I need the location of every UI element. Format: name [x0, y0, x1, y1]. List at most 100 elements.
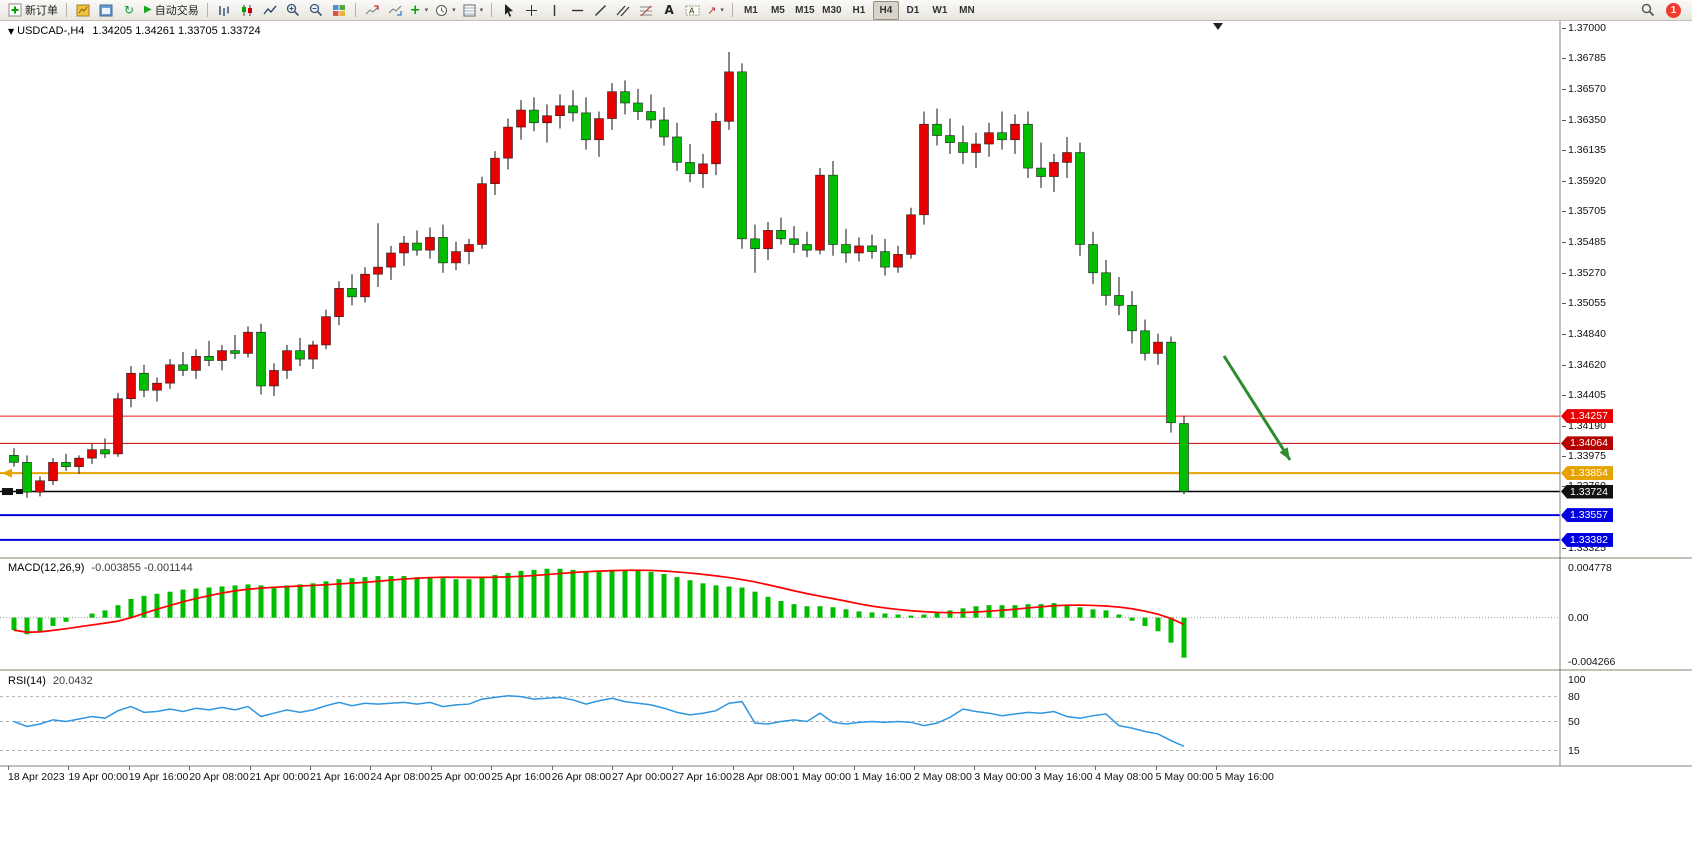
price-tick-label: 1.34405 — [1562, 389, 1606, 402]
bar-chart-mode-button[interactable] — [213, 1, 235, 20]
auto-trading-button[interactable]: ▶ 自动交易 — [141, 1, 202, 20]
fibonacci-icon — [640, 5, 653, 16]
annotation-arrowhead — [1279, 447, 1290, 460]
profiles-button[interactable] — [95, 1, 117, 20]
data-window-icon — [365, 5, 379, 14]
crosshair-tool-button[interactable] — [520, 1, 542, 20]
trendline-tool-button[interactable] — [589, 1, 611, 20]
horizontal-line-tool-button[interactable] — [566, 1, 588, 20]
timeframe-h4-button[interactable]: H4 — [872, 0, 899, 20]
candle-body — [22, 462, 32, 493]
bar-chart-icon — [219, 5, 229, 16]
candle-body — [568, 105, 578, 114]
candle-body — [802, 244, 812, 251]
candle-body — [139, 372, 149, 391]
candlestick-icon — [241, 4, 252, 16]
rsi-indicator-label: RSI(14) 20.0432 — [8, 675, 93, 687]
rsi-value: 20.0432 — [52, 675, 93, 687]
price-scale[interactable]: 1.37000 1.36785 1.36570 1.36350 1.36135 1.359… — [1561, 21, 1692, 786]
candle-body — [1101, 272, 1111, 296]
candle-body — [698, 163, 708, 175]
timeframe-label: MN — [959, 4, 975, 16]
time-tick-label: 21 Apr 00:00 — [249, 771, 310, 783]
new-chart-button[interactable] — [72, 1, 94, 20]
indicators-button[interactable]: + ▾ — [407, 1, 431, 20]
vertical-line-tool-button[interactable] — [543, 1, 565, 20]
periods-button[interactable]: ▾ — [432, 1, 459, 20]
candle-body — [347, 288, 357, 298]
tile-windows-button[interactable] — [328, 1, 350, 20]
time-scale[interactable]: 18 Apr 2023 19 Apr 00:00 19 Apr 16:00 20 Ap… — [0, 766, 1560, 786]
new-order-button[interactable]: 新订单 — [5, 1, 61, 20]
line-chart-mode-button[interactable] — [259, 1, 281, 20]
cursor-tool-button[interactable] — [497, 1, 519, 20]
zoom-in-button[interactable] — [282, 1, 304, 20]
timeframe-d1-button[interactable]: D1 — [900, 1, 926, 20]
timeframe-label: M1 — [743, 4, 758, 16]
candle-body — [724, 71, 734, 122]
candle-body — [1179, 423, 1189, 492]
macd-scale-label: -0.004266 — [1568, 656, 1616, 668]
candle-body — [100, 449, 110, 455]
candle-body — [503, 126, 513, 159]
timeframe-h1-button[interactable]: H1 — [846, 1, 872, 20]
template-icon — [463, 4, 476, 16]
templates-button[interactable]: ▾ — [460, 1, 487, 20]
candle-body — [334, 288, 344, 317]
candle-body — [256, 331, 266, 387]
timeframe-m30-button[interactable]: M30 — [819, 1, 845, 20]
timeframe-m1-button[interactable]: M1 — [738, 1, 764, 20]
timeframe-w1-button[interactable]: W1 — [927, 1, 953, 20]
panel-separator — [0, 557, 1692, 559]
toolbar-separator — [66, 3, 67, 17]
candle-body — [854, 245, 864, 254]
orange-line-marker — [2, 468, 12, 478]
candle-body — [308, 344, 318, 360]
candle-body — [243, 331, 253, 354]
candle-body — [685, 162, 695, 175]
notification-badge[interactable]: 1 — [1666, 2, 1681, 18]
candle-body — [1153, 341, 1163, 354]
main-chart-panel[interactable] — [0, 21, 1560, 557]
candle-body — [217, 350, 227, 361]
clock-icon — [436, 4, 448, 16]
candle-body — [880, 251, 890, 268]
candle-body — [711, 121, 721, 165]
text-tool-button[interactable]: A — [658, 1, 680, 20]
arrows-tool-button[interactable]: ↗ ▾ — [704, 1, 727, 20]
candle-body — [1010, 123, 1020, 141]
timeframe-m15-button[interactable]: M15 — [792, 1, 818, 20]
candle-body — [737, 71, 747, 240]
macd-panel[interactable] — [0, 559, 1560, 669]
time-tick-label: 5 May 00:00 — [1155, 771, 1214, 783]
timeframe-m5-button[interactable]: M5 — [765, 1, 791, 20]
channel-tool-button[interactable] — [612, 1, 634, 20]
candle-body — [906, 214, 916, 255]
candlestick-mode-button[interactable] — [236, 1, 258, 20]
one-click-trading-icon[interactable]: ▼ — [8, 27, 15, 36]
new-order-label: 新订单 — [25, 5, 58, 17]
price-tick-label: 1.34620 — [1562, 358, 1606, 371]
candle-body — [113, 398, 123, 455]
zoom-out-button[interactable] — [305, 1, 327, 20]
strategy-tester-button[interactable] — [384, 1, 406, 20]
crosshair-icon — [525, 4, 537, 16]
search-button[interactable] — [1637, 1, 1659, 20]
main-toolbar: 新订单 ↻ ▶ 自动交易 + ▾ ▾ — [0, 0, 1692, 21]
time-tick-label: 1 May 00:00 — [793, 771, 851, 783]
arrows-icon: ↗ — [707, 3, 717, 17]
fibonacci-tool-button[interactable] — [635, 1, 657, 20]
horizontal-line-icon — [571, 9, 583, 11]
chart-shift-marker — [1213, 23, 1223, 30]
refresh-button[interactable]: ↻ — [118, 1, 140, 20]
cursor-icon — [504, 4, 513, 17]
data-window-button[interactable] — [361, 1, 383, 20]
timeframe-mn-button[interactable]: MN — [954, 1, 980, 20]
candle-body — [828, 174, 838, 245]
rsi-panel[interactable] — [0, 671, 1560, 765]
chevron-down-icon: ▾ — [720, 5, 724, 14]
panel-separator — [0, 669, 1692, 671]
candle-body — [984, 132, 994, 145]
text-label-tool-button[interactable]: A — [681, 1, 703, 20]
